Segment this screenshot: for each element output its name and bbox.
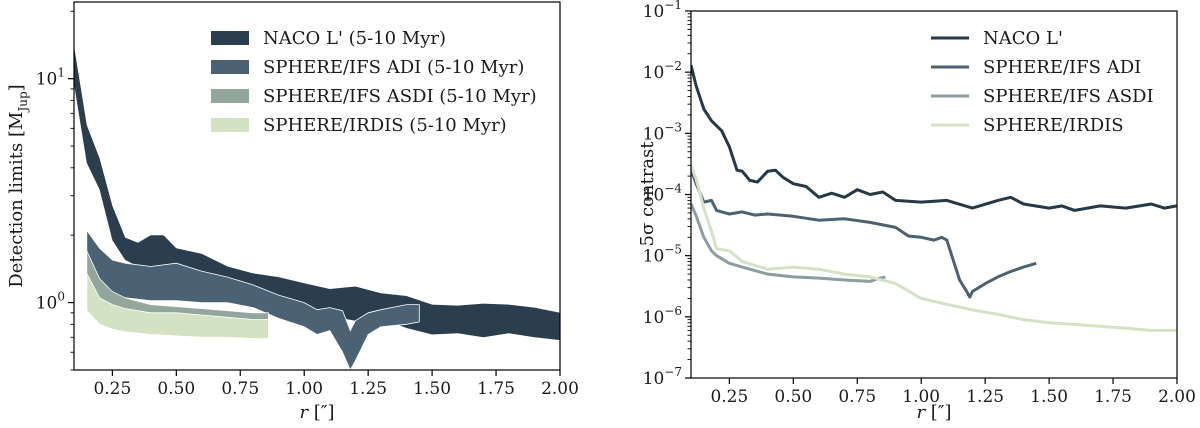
line-sphere-ifs-asdi xyxy=(691,203,886,283)
y-tick-label: 101 xyxy=(36,66,65,90)
legend-label-sphere-ifs-adi: SPHERE/IFS ADI xyxy=(983,57,1141,78)
y-tick-label: 10−6 xyxy=(643,304,682,328)
x-tick-label: 1.00 xyxy=(285,379,323,399)
legend-swatch-sphere-irdis-5-10-myr xyxy=(211,118,249,132)
x-tick-label: 0.75 xyxy=(221,379,259,399)
x-tick-label: 2.00 xyxy=(541,379,579,399)
legend-label-sphere-ifs-asdi-5-10-myr: SPHERE/IFS ASDI (5-10 Myr) xyxy=(263,86,537,107)
line-sphere-ifs-adi xyxy=(691,168,1037,299)
legend-label-sphere-ifs-adi-5-10-myr: SPHERE/IFS ADI (5-10 Myr) xyxy=(263,57,524,78)
x-tick-label: 0.50 xyxy=(774,387,812,407)
legend-label-naco-l-5-10-myr: NACO L' (5-10 Myr) xyxy=(263,28,446,49)
line-naco-l xyxy=(691,64,1177,212)
left-legend: NACO L' (5-10 Myr) SPHERE/IFS ADI (5-10 M… xyxy=(211,28,537,136)
left-x-axis-label: r [″] xyxy=(299,402,334,423)
x-tick-label: 0.25 xyxy=(710,387,748,407)
x-tick-label: 1.75 xyxy=(477,379,515,399)
y-tick-label: 10−5 xyxy=(643,243,682,267)
left-plot-frame xyxy=(73,1,561,371)
x-tick-label: 0.75 xyxy=(838,387,876,407)
legend-label-sphere-irdis: SPHERE/IRDIS xyxy=(983,115,1124,136)
y-tick-label: 10−1 xyxy=(643,0,682,22)
x-tick-label: 1.25 xyxy=(349,379,387,399)
area-sphere-ifs-adi-5-10-myr xyxy=(86,229,420,370)
x-tick-label: 1.00 xyxy=(902,387,940,407)
legend-swatch-sphere-ifs-adi-5-10-myr xyxy=(211,60,249,74)
right-panel-contrast: 0.25 0.50 0.75 1.00 1.25 1.50 1.75 2.00 10−1 10−… xyxy=(637,0,1196,423)
legend-swatch-naco-l-5-10-myr xyxy=(211,31,249,45)
x-tick-label: 1.50 xyxy=(1030,387,1068,407)
legend-label-sphere-ifs-asdi: SPHERE/IFS ASDI xyxy=(983,86,1154,107)
x-tick-label: 0.50 xyxy=(157,379,195,399)
x-tick-label: 0.25 xyxy=(93,379,131,399)
legend-label-naco-l: NACO L' xyxy=(983,28,1063,49)
right-y-axis-label: 5σ contrast xyxy=(637,141,658,247)
x-tick-label: 1.50 xyxy=(413,379,451,399)
legend-swatch-sphere-ifs-asdi-5-10-myr xyxy=(211,89,249,103)
x-tick-label: 2.00 xyxy=(1158,387,1196,407)
left-y-axis-label: Detection limits [MJup] xyxy=(6,84,30,287)
y-tick-label: 100 xyxy=(36,290,65,314)
right-legend: NACO L' SPHERE/IFS ADI SPHERE/IFS ASDI SPHE… xyxy=(931,28,1154,136)
y-tick-label: 10−4 xyxy=(643,182,683,206)
right-x-axis-label: r [″] xyxy=(916,402,951,423)
area-naco-l-5-10-myr xyxy=(74,46,560,341)
x-tick-label: 1.25 xyxy=(966,387,1004,407)
y-tick-label: 10−7 xyxy=(643,365,682,389)
x-tick-label: 1.75 xyxy=(1094,387,1132,407)
y-tick-label: 10−2 xyxy=(643,59,682,83)
area-sphere-irdis-5-10-myr xyxy=(86,273,269,340)
y-tick-label: 10−3 xyxy=(643,120,682,144)
line-sphere-irdis xyxy=(691,164,1177,332)
left-panel-detection-limits: 0.25 0.50 0.75 1.00 1.25 1.50 1.75 2.00 101100 … xyxy=(6,1,579,423)
legend-label-sphere-irdis-5-10-myr: SPHERE/IRDIS (5-10 Myr) xyxy=(263,115,507,136)
